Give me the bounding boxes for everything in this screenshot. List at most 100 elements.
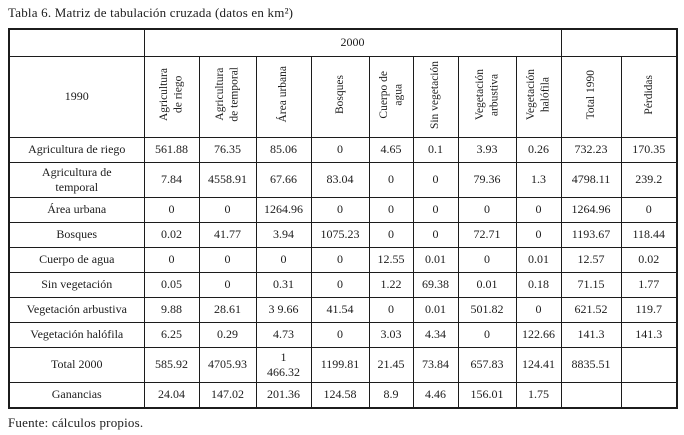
data-cell: 0.01 xyxy=(457,271,517,298)
data-cell: 1.77 xyxy=(620,271,678,298)
data-cell: 124.58 xyxy=(310,381,370,409)
data-cell: 0 xyxy=(457,196,517,223)
year-header-row: 2000 xyxy=(8,28,678,57)
data-cell: 0.18 xyxy=(515,271,562,298)
data-cell: 156.01 xyxy=(457,381,517,409)
data-cell: 1.3 xyxy=(515,161,562,198)
data-cell: 0.01 xyxy=(412,296,459,323)
row-label: Ganancias xyxy=(8,381,145,409)
data-cell: 0 xyxy=(368,221,414,248)
column-header-label: Vegetación arbustiva xyxy=(473,69,500,121)
data-cell: 501.82 xyxy=(457,296,517,323)
data-cell: 732.23 xyxy=(560,136,622,163)
data-cell: 1199.81 xyxy=(310,346,370,383)
data-cell: 6.25 xyxy=(143,321,200,348)
data-cell: 1075.23 xyxy=(310,221,370,248)
row-label: Agricultura de riego xyxy=(8,136,145,163)
table-row: Agricultura de riego 561.88 76.35 85.06 0 4.6… xyxy=(8,136,678,163)
data-cell: 0 xyxy=(198,246,257,273)
data-cell: 0.01 xyxy=(515,246,562,273)
data-cell: 4.65 xyxy=(368,136,414,163)
data-cell: 0 xyxy=(457,246,517,273)
column-header-agricultura-riego: Agricultura de riego xyxy=(143,55,200,138)
data-cell: 7.84 xyxy=(143,161,200,198)
data-cell: 69.38 xyxy=(412,271,459,298)
data-cell: 12.57 xyxy=(560,246,622,273)
table-row: Vegetación arbustiva 9.88 28.61 3 9.66 41.54… xyxy=(8,296,678,323)
data-cell: 118.44 xyxy=(620,221,678,248)
data-cell: 0.1 xyxy=(412,136,459,163)
table-caption: Tabla 6. Matriz de tabulación cruzada (d… xyxy=(8,5,294,20)
data-cell: 9.88 xyxy=(143,296,200,323)
data-cell: 8.9 xyxy=(368,381,414,409)
column-header-label: Vegetación halófila xyxy=(525,69,552,121)
data-cell: 3.03 xyxy=(368,321,414,348)
data-cell: 28.61 xyxy=(198,296,257,323)
data-cell: 85.06 xyxy=(255,136,312,163)
data-cell: 3.94 xyxy=(255,221,312,248)
table-row: Sin vegetación 0.05 0 0.31 0 1.22 69.38 0.01 0.1… xyxy=(8,271,678,298)
data-cell: 4798.11 xyxy=(560,161,622,198)
column-header-label: Agricultura de riego xyxy=(158,68,185,122)
data-cell: 4558.91 xyxy=(198,161,257,198)
data-cell: 0 xyxy=(198,271,257,298)
data-cell: 79.36 xyxy=(457,161,517,198)
data-cell: 141.3 xyxy=(620,321,678,348)
data-cell: 24.04 xyxy=(143,381,200,409)
table-row: Ganancias 24.04 147.02 201.36 124.58 8.9 4.46 1… xyxy=(8,381,678,409)
data-cell: 1.75 xyxy=(515,381,562,409)
column-header-vegetacion-halofila: Vegetación halófila xyxy=(515,55,562,138)
data-cell: 4.46 xyxy=(412,381,459,409)
table-row: Área urbana 0 0 1264.96 0 0 0 0 0 1264.96 0 xyxy=(8,196,678,223)
table-row: Agricultura de temporal 7.84 4558.91 67.66 8… xyxy=(8,161,678,198)
data-cell xyxy=(560,381,622,409)
data-cell: 8835.51 xyxy=(560,346,622,383)
data-cell: 3 9.66 xyxy=(255,296,312,323)
data-cell: 76.35 xyxy=(198,136,257,163)
data-cell: 0 xyxy=(412,221,459,248)
data-cell: 170.35 xyxy=(620,136,678,163)
column-header-total-1990: Total 1990 xyxy=(560,55,622,138)
row-label: Total 2000 xyxy=(8,346,145,383)
data-cell: 0 xyxy=(412,196,459,223)
row-label: Bosques xyxy=(8,221,145,248)
data-cell: 0 xyxy=(620,196,678,223)
row-label: Vegetación halófila xyxy=(8,321,145,348)
table-row: Cuerpo de agua 0 0 0 0 12.55 0.01 0 0.01 12.57 0.0… xyxy=(8,246,678,273)
data-cell: 141.3 xyxy=(560,321,622,348)
column-header-agricultura-temporal: Agricultura de temporal xyxy=(198,55,257,138)
data-cell: 41.77 xyxy=(198,221,257,248)
data-cell: 1.22 xyxy=(368,271,414,298)
data-cell: 0 xyxy=(310,271,370,298)
data-cell: 0.02 xyxy=(620,246,678,273)
data-cell: 122.66 xyxy=(515,321,562,348)
data-cell: 0 xyxy=(457,321,517,348)
source-note: Fuente: cálculos propios. xyxy=(8,414,144,430)
data-cell: 67.66 xyxy=(255,161,312,198)
column-header-label: Área urbana xyxy=(277,66,290,123)
column-header-label: Bosques xyxy=(333,75,346,115)
year-2000-header: 2000 xyxy=(143,28,562,57)
data-cell: 0 xyxy=(310,196,370,223)
row-label: Área urbana xyxy=(8,196,145,223)
data-cell: 83.04 xyxy=(310,161,370,198)
data-cell: 0 xyxy=(310,321,370,348)
table-row: Bosques 0.02 41.77 3.94 1075.23 0 0 72.71 0 1193.… xyxy=(8,221,678,248)
row-label: Vegetación arbustiva xyxy=(8,296,145,323)
column-header-sin-vegetacion: Sin vegetación xyxy=(412,55,459,138)
data-cell: 0.02 xyxy=(143,221,200,248)
row-label: Sin vegetación xyxy=(8,271,145,298)
data-cell: 1 466.32 xyxy=(255,346,312,383)
table-body: Agricultura de riego 561.88 76.35 85.06 0 4.6… xyxy=(8,136,678,409)
data-cell: 239.2 xyxy=(620,161,678,198)
corner-cell-top-right xyxy=(560,28,678,57)
corner-cell-top-left xyxy=(8,28,145,57)
data-cell: 4705.93 xyxy=(198,346,257,383)
data-cell: 71.15 xyxy=(560,271,622,298)
column-header-area-urbana: Área urbana xyxy=(255,55,312,138)
column-header-label: Pérdidas xyxy=(642,74,655,115)
data-cell: 0.29 xyxy=(198,321,257,348)
data-cell: 0 xyxy=(515,221,562,248)
data-cell: 124.41 xyxy=(515,346,562,383)
cross-tabulation-table: 2000 1990 Agricultura de riego Agricultu… xyxy=(8,27,678,409)
